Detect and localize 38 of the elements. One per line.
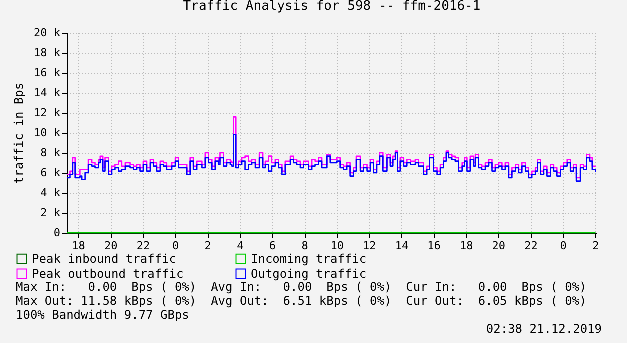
x-tick-label: 14 — [395, 240, 409, 252]
y-tick-label: 0 — [54, 226, 60, 240]
x-tick-label: 18 — [72, 240, 86, 252]
y-tick-label: 10 k — [34, 126, 61, 140]
x-tick-label: 22 — [136, 240, 150, 252]
y-axis-title: traffic in Bps — [12, 82, 26, 184]
legend-label: Incoming traffic — [251, 252, 367, 266]
x-tick-label: 4 — [237, 240, 244, 252]
legend-label: Outgoing traffic — [251, 267, 367, 281]
legend-label: Peak outbound traffic — [32, 267, 184, 281]
x-tick-label: 20 — [492, 240, 506, 252]
text: Max In: 0.00 Bps ( 0%) Avg In: 0.00 Bps ( 0%) Cur In: 0.00 Bps ( 0%) — [16, 280, 587, 294]
legend-label: Peak inbound traffic — [32, 252, 176, 266]
x-tick-label: 12 — [363, 240, 376, 252]
x-tick-label: 20 — [104, 240, 118, 252]
y-tick-label: 6 k — [40, 166, 61, 180]
y-tick-label: 8 k — [40, 146, 61, 160]
x-tick-label: 0 — [560, 240, 567, 252]
y-tick-label: 12 k — [34, 106, 61, 120]
x-tick-label: 22 — [524, 240, 538, 252]
x-tick-label: 0 — [172, 240, 180, 252]
y-tick-label: 2 k — [40, 206, 61, 220]
y-tick-label: 14 k — [34, 86, 61, 100]
chart-title: Traffic Analysis for 598 -- ffm-2016-1 — [183, 0, 481, 14]
y-tick-label: 20 k — [34, 26, 61, 40]
x-tick-label: 10 — [330, 240, 344, 252]
x-tick-label: 2 — [592, 240, 600, 252]
text: 100% Bandwidth 9.77 GBps — [16, 308, 190, 322]
text: 02:38 21.12.2019 — [486, 322, 602, 336]
text: Max Out: 11.58 kBps ( 0%) Avg Out: 6.51 kBps ( 0%) Cur Out: 6.05 kBps ( 0%) — [16, 294, 587, 308]
x-tick-label: 8 — [302, 240, 308, 252]
x-tick-label: 18 — [460, 240, 474, 252]
x-tick-label: 16 — [428, 240, 441, 252]
y-tick-label: 16 k — [34, 66, 61, 80]
y-tick-label: 18 k — [34, 46, 61, 60]
x-tick-label: 2 — [204, 240, 212, 252]
x-tick-label: 6 — [269, 240, 276, 252]
y-tick-label: 4 k — [40, 186, 61, 200]
